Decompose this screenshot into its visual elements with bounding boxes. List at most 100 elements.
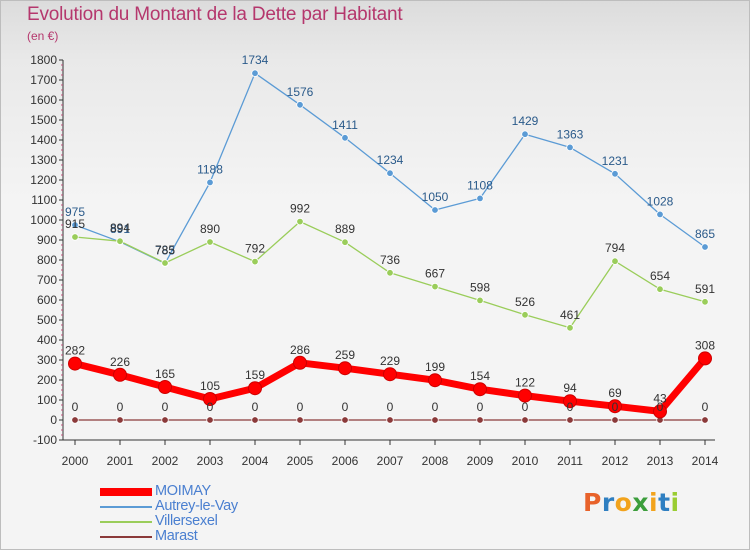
data-label: 259 <box>335 348 355 362</box>
data-label: 783 <box>155 243 175 257</box>
data-label: 1050 <box>422 190 449 204</box>
data-point-marast <box>161 416 169 424</box>
data-point-autrey-le-vay <box>611 170 619 178</box>
data-point-autrey-le-vay <box>341 134 349 142</box>
data-point-villersexel <box>476 296 484 305</box>
y-tick-label: 1700 <box>30 73 57 87</box>
brand-letter: i <box>649 488 659 517</box>
data-point-moimay <box>608 399 622 414</box>
data-point-villersexel <box>386 269 394 277</box>
data-point-moimay <box>113 367 127 382</box>
y-tick-label: -100 <box>33 433 57 447</box>
data-label: 1108 <box>467 178 493 192</box>
data-point-autrey-le-vay <box>71 221 79 229</box>
data-point-villersexel <box>161 259 169 267</box>
data-point-villersexel <box>656 285 664 293</box>
y-tick-label: 1100 <box>31 193 57 207</box>
data-point-villersexel <box>611 257 619 265</box>
x-tick-label: 2009 <box>467 454 494 468</box>
y-tick-label: 1000 <box>30 213 57 227</box>
data-point-autrey-le-vay <box>521 130 529 138</box>
data-point-autrey-le-vay <box>656 210 664 219</box>
data-point-villersexel <box>341 238 349 246</box>
data-label: 69 <box>608 386 622 400</box>
legend-swatch <box>100 536 152 538</box>
data-label: 0 <box>702 400 709 414</box>
legend-swatch <box>100 506 152 508</box>
data-label: 891 <box>110 222 130 236</box>
data-label: 1429 <box>512 114 539 128</box>
x-tick-label: 2004 <box>242 454 269 468</box>
data-point-moimay <box>518 388 532 403</box>
data-label: 0 <box>477 400 484 414</box>
data-label: 226 <box>110 355 130 369</box>
x-tick-label: 2005 <box>287 454 314 468</box>
series-line-autrey-le-vay <box>74 72 706 265</box>
chart-title: Evolution du Montant de la Dette par Hab… <box>27 4 403 25</box>
data-point-villersexel <box>431 282 439 291</box>
y-tick-label: 700 <box>37 273 57 287</box>
data-label: 199 <box>425 360 445 374</box>
y-tick-label: 800 <box>37 253 57 267</box>
data-label: 282 <box>65 344 85 358</box>
data-label: 461 <box>560 308 580 322</box>
data-point-villersexel <box>116 237 124 245</box>
data-label: 308 <box>695 338 715 352</box>
data-label: 736 <box>380 253 400 267</box>
data-label: 43 <box>653 391 667 405</box>
data-point-villersexel <box>206 238 214 246</box>
data-label: 890 <box>200 222 220 236</box>
data-point-marast <box>611 416 619 424</box>
data-label: 0 <box>612 400 619 414</box>
data-label: 1188 <box>197 162 223 176</box>
data-point-autrey-le-vay <box>476 194 484 203</box>
brand-letter: P <box>583 488 602 517</box>
data-label: 0 <box>342 400 349 414</box>
data-point-autrey-le-vay <box>566 143 574 152</box>
data-label: 122 <box>515 376 535 390</box>
x-tick-label: 2013 <box>647 454 674 468</box>
brand-letter: x <box>632 488 649 517</box>
x-tick-label: 2011 <box>557 454 583 468</box>
legend-label: Villersexel <box>155 513 218 529</box>
data-label: 975 <box>65 205 85 219</box>
data-label: 0 <box>387 400 394 414</box>
data-point-autrey-le-vay <box>386 169 394 177</box>
data-label: 1576 <box>287 85 314 99</box>
data-label: 0 <box>432 400 439 414</box>
y-tick-label: 200 <box>37 373 57 387</box>
x-tick-label: 2002 <box>152 454 179 468</box>
data-point-marast <box>116 416 124 424</box>
unit-label: (en €) <box>27 29 59 43</box>
data-point-villersexel <box>251 257 259 266</box>
legend-swatch <box>100 488 152 496</box>
brand-letter: o <box>614 488 633 517</box>
data-label: 654 <box>650 269 670 283</box>
data-point-villersexel <box>566 324 574 332</box>
data-point-autrey-le-vay <box>206 178 214 187</box>
y-tick-label: 1200 <box>30 173 57 187</box>
data-point-moimay <box>338 361 352 376</box>
data-point-marast <box>296 416 304 424</box>
data-label: 229 <box>380 354 400 368</box>
data-point-moimay <box>158 380 172 394</box>
data-label: 889 <box>335 222 355 236</box>
data-point-marast <box>521 416 529 424</box>
data-label: 286 <box>290 343 310 357</box>
data-label: 0 <box>567 400 574 414</box>
data-label: 1363 <box>557 127 584 141</box>
data-point-autrey-le-vay <box>251 69 259 77</box>
data-label: 992 <box>290 202 310 216</box>
data-point-marast <box>566 416 574 424</box>
data-label: 1028 <box>647 194 674 208</box>
legend-label: MOIMAY <box>155 483 211 499</box>
data-label: 792 <box>245 242 265 256</box>
data-label: 1231 <box>602 154 629 168</box>
data-label: 1234 <box>377 153 404 167</box>
data-label: 0 <box>162 400 169 414</box>
x-tick-label: 2014 <box>692 454 719 468</box>
data-label: 0 <box>297 400 304 414</box>
data-point-marast <box>476 416 484 424</box>
